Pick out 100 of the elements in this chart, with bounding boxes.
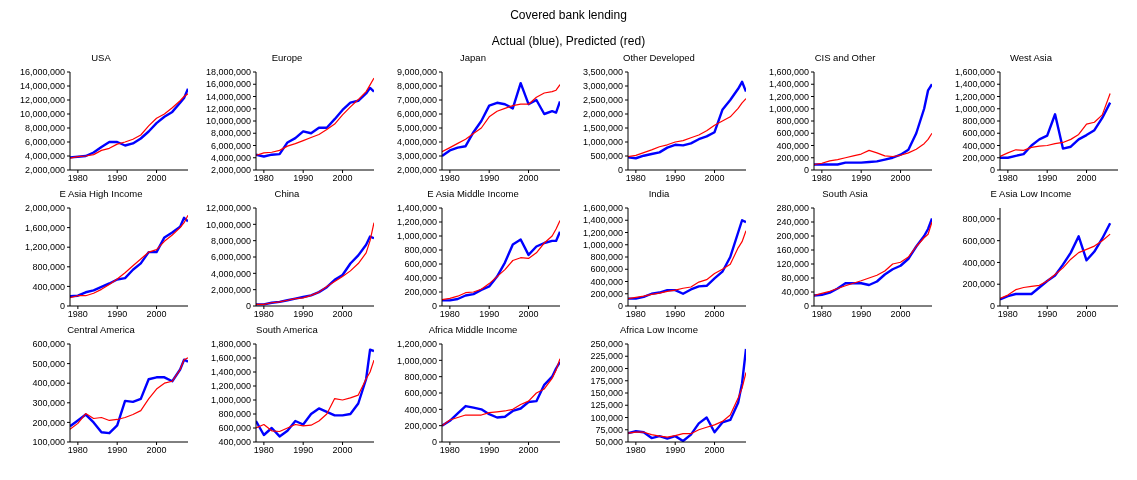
- line-series: [1000, 92, 1111, 158]
- x-tick-label: 1980: [625, 173, 646, 184]
- x-tick-label: 1990: [107, 173, 128, 184]
- y-tick-label: 1,600,000: [582, 203, 623, 214]
- x-tick-label: 2000: [704, 173, 725, 184]
- x-tick-label: 1990: [851, 173, 872, 184]
- x-tick-label: 1990: [293, 445, 314, 456]
- y-tick-label: 12,000,000: [205, 103, 251, 114]
- x-tick-label: 1990: [479, 173, 500, 184]
- y-tick-label: 1,000,000: [396, 355, 437, 366]
- y-tick-label: 240,000: [776, 217, 809, 228]
- y-tick-label: 1,000,000: [582, 137, 623, 148]
- x-tick-label: 1980: [439, 445, 460, 456]
- y-tick-label: 1,800,000: [210, 339, 251, 350]
- line-series: [1000, 222, 1112, 301]
- x-tick-label: 1980: [67, 309, 88, 320]
- y-tick-label: 8,000,000: [210, 128, 251, 139]
- y-tick-label: 1,200,000: [954, 91, 995, 102]
- y-tick-label: 1,400,000: [396, 203, 437, 214]
- line-series: [256, 359, 374, 433]
- x-tick-label: 1980: [253, 309, 274, 320]
- y-tick-label: 3,000,000: [396, 151, 437, 162]
- y-tick-label: 1,200,000: [24, 242, 65, 253]
- y-tick-label: 14,000,000: [19, 81, 65, 92]
- y-tick-label: 10,000,000: [205, 219, 251, 230]
- y-tick-label: 4,000,000: [24, 151, 65, 162]
- y-tick-label: 250,000: [590, 339, 623, 350]
- x-tick-label: 1990: [479, 445, 500, 456]
- y-tick-label: 6,000,000: [396, 109, 437, 120]
- y-tick-label: 2,000,000: [210, 165, 251, 176]
- y-tick-label: 1,200,000: [396, 339, 437, 350]
- y-tick-label: 200,000: [404, 420, 437, 431]
- y-tick-label: 4,000,000: [210, 152, 251, 163]
- y-tick-label: 400,000: [404, 273, 437, 284]
- y-tick-label: 8,000,000: [24, 123, 65, 134]
- y-tick-label: 1,400,000: [768, 79, 809, 90]
- x-tick-label: 2000: [332, 309, 353, 320]
- chart-title: India: [647, 188, 671, 201]
- y-tick-label: 1,200,000: [768, 91, 809, 102]
- chart-title: Europe: [270, 52, 304, 65]
- line-series: [628, 371, 746, 438]
- x-tick-label: 1990: [107, 445, 128, 456]
- y-tick-label: 2,000,000: [24, 165, 65, 176]
- chart-title: Central America: [66, 324, 136, 337]
- y-tick-label: 400,000: [590, 276, 623, 287]
- y-tick-label: 12,000,000: [19, 95, 65, 106]
- y-tick-label: 0: [431, 301, 437, 312]
- y-tick-label: 0: [431, 437, 437, 448]
- y-tick-label: 0: [803, 301, 809, 312]
- y-tick-label: 3,000,000: [582, 81, 623, 92]
- y-tick-label: 50,000: [595, 437, 623, 448]
- x-tick-label: 1980: [253, 173, 274, 184]
- x-tick-label: 1990: [1037, 309, 1058, 320]
- x-tick-label: 1990: [665, 173, 686, 184]
- line-series: [628, 347, 746, 442]
- y-tick-label: 6,000,000: [24, 137, 65, 148]
- x-tick-label: 2000: [518, 309, 539, 320]
- y-tick-label: 1,000,000: [954, 103, 995, 114]
- y-tick-label: 120,000: [776, 259, 809, 270]
- line-series: [814, 132, 932, 166]
- y-tick-label: 0: [617, 165, 623, 176]
- y-tick-label: 8,000,000: [210, 235, 251, 246]
- y-tick-label: 0: [245, 301, 251, 312]
- x-tick-label: 1990: [851, 309, 872, 320]
- y-tick-label: 600,000: [32, 339, 65, 350]
- x-tick-label: 2000: [332, 173, 353, 184]
- y-tick-label: 160,000: [776, 245, 809, 256]
- text: Actual (blue), Predicted (red): [490, 34, 647, 48]
- y-tick-label: 1,400,000: [210, 367, 251, 378]
- chart-title: South America: [255, 324, 319, 337]
- y-tick-label: 200,000: [590, 288, 623, 299]
- y-tick-label: 600,000: [962, 235, 995, 246]
- y-tick-label: 1,400,000: [582, 215, 623, 226]
- y-tick-label: 200,000: [590, 363, 623, 374]
- chart-title: E Asia Low Income: [989, 188, 1073, 201]
- chart-title: Other Developed: [622, 52, 696, 65]
- chart-title: E Asia Middle Income: [426, 188, 520, 201]
- y-tick-label: 1,000,000: [210, 395, 251, 406]
- y-tick-label: 400,000: [776, 140, 809, 151]
- x-tick-label: 1990: [1037, 173, 1058, 184]
- y-tick-label: 400,000: [32, 281, 65, 292]
- y-tick-label: 12,000,000: [205, 203, 251, 214]
- x-tick-label: 2000: [146, 173, 167, 184]
- x-tick-label: 1980: [67, 173, 88, 184]
- text: Covered bank lending: [509, 8, 628, 22]
- chart-title: Africa Middle Income: [427, 324, 519, 337]
- x-tick-label: 1980: [439, 309, 460, 320]
- y-tick-label: 0: [617, 301, 623, 312]
- x-tick-label: 2000: [518, 445, 539, 456]
- y-tick-label: 3,500,000: [582, 67, 623, 78]
- line-series: [1000, 233, 1111, 299]
- x-tick-label: 1990: [107, 309, 128, 320]
- y-tick-label: 400,000: [32, 378, 65, 389]
- chart-title: CIS and Other: [813, 52, 877, 65]
- x-tick-label: 1980: [811, 309, 832, 320]
- y-tick-label: 100,000: [32, 437, 65, 448]
- y-tick-label: 200,000: [404, 287, 437, 298]
- y-tick-label: 400,000: [218, 437, 251, 448]
- y-tick-label: 600,000: [404, 259, 437, 270]
- chart-title: West Asia: [1008, 52, 1054, 65]
